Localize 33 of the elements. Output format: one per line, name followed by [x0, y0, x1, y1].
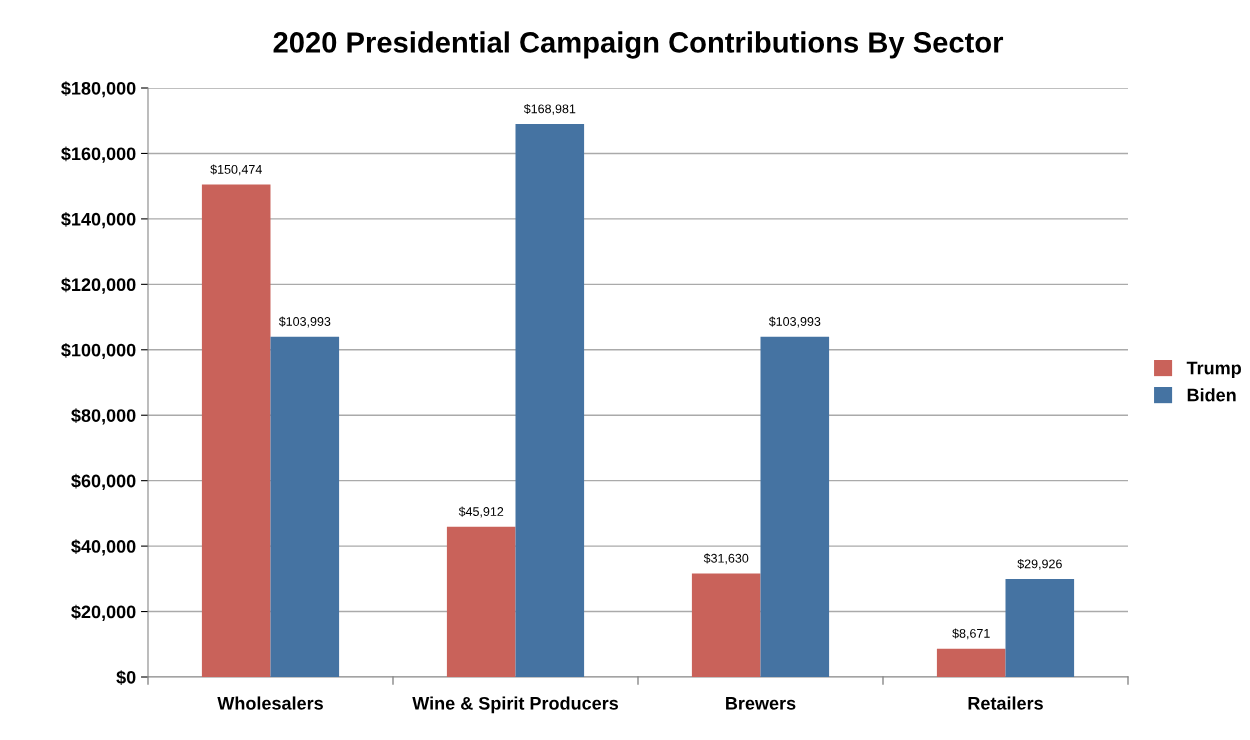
legend-label: Trump	[1186, 361, 1241, 378]
x-tick-label: Retailers	[968, 696, 1043, 710]
y-tick-label: $60,000	[71, 473, 136, 490]
legend-label: Biden	[1187, 388, 1236, 402]
data-label: $103,993	[278, 316, 331, 328]
data-label: $103,993	[768, 316, 821, 328]
bar	[201, 184, 271, 677]
y-tick-label: $20,000	[71, 604, 136, 621]
bar	[936, 648, 1006, 677]
data-label: $31,630	[703, 553, 749, 565]
bar	[446, 526, 516, 677]
data-label: $45,912	[458, 506, 504, 518]
data-label: $8,671	[952, 628, 990, 640]
y-tick-label: $180,000	[61, 81, 136, 98]
bar	[270, 336, 340, 677]
bar	[1005, 579, 1075, 677]
bar	[515, 124, 585, 677]
x-tick-label: Brewers	[726, 697, 796, 710]
y-tick-label: $120,000	[61, 277, 136, 294]
y-tick-label: $80,000	[71, 408, 136, 425]
chart-title: 2020 Presidential Campaign Contributions By Sector	[273, 31, 1004, 59]
y-tick-label: $40,000	[71, 539, 136, 556]
bar	[691, 573, 761, 677]
data-label: $150,474	[210, 164, 262, 176]
bar	[760, 336, 830, 677]
data-label: $29,926	[1017, 558, 1062, 570]
y-tick-label: $100,000	[61, 342, 136, 360]
y-tick-label: $160,000	[61, 146, 136, 163]
x-tick-label: Wholesalers	[217, 696, 323, 710]
y-tick-label: $0	[116, 670, 136, 685]
x-tick-label: Wine & Spirit Producers	[412, 696, 619, 714]
data-label: $168,981	[523, 103, 576, 115]
y-tick-label: $140,000	[61, 212, 136, 229]
